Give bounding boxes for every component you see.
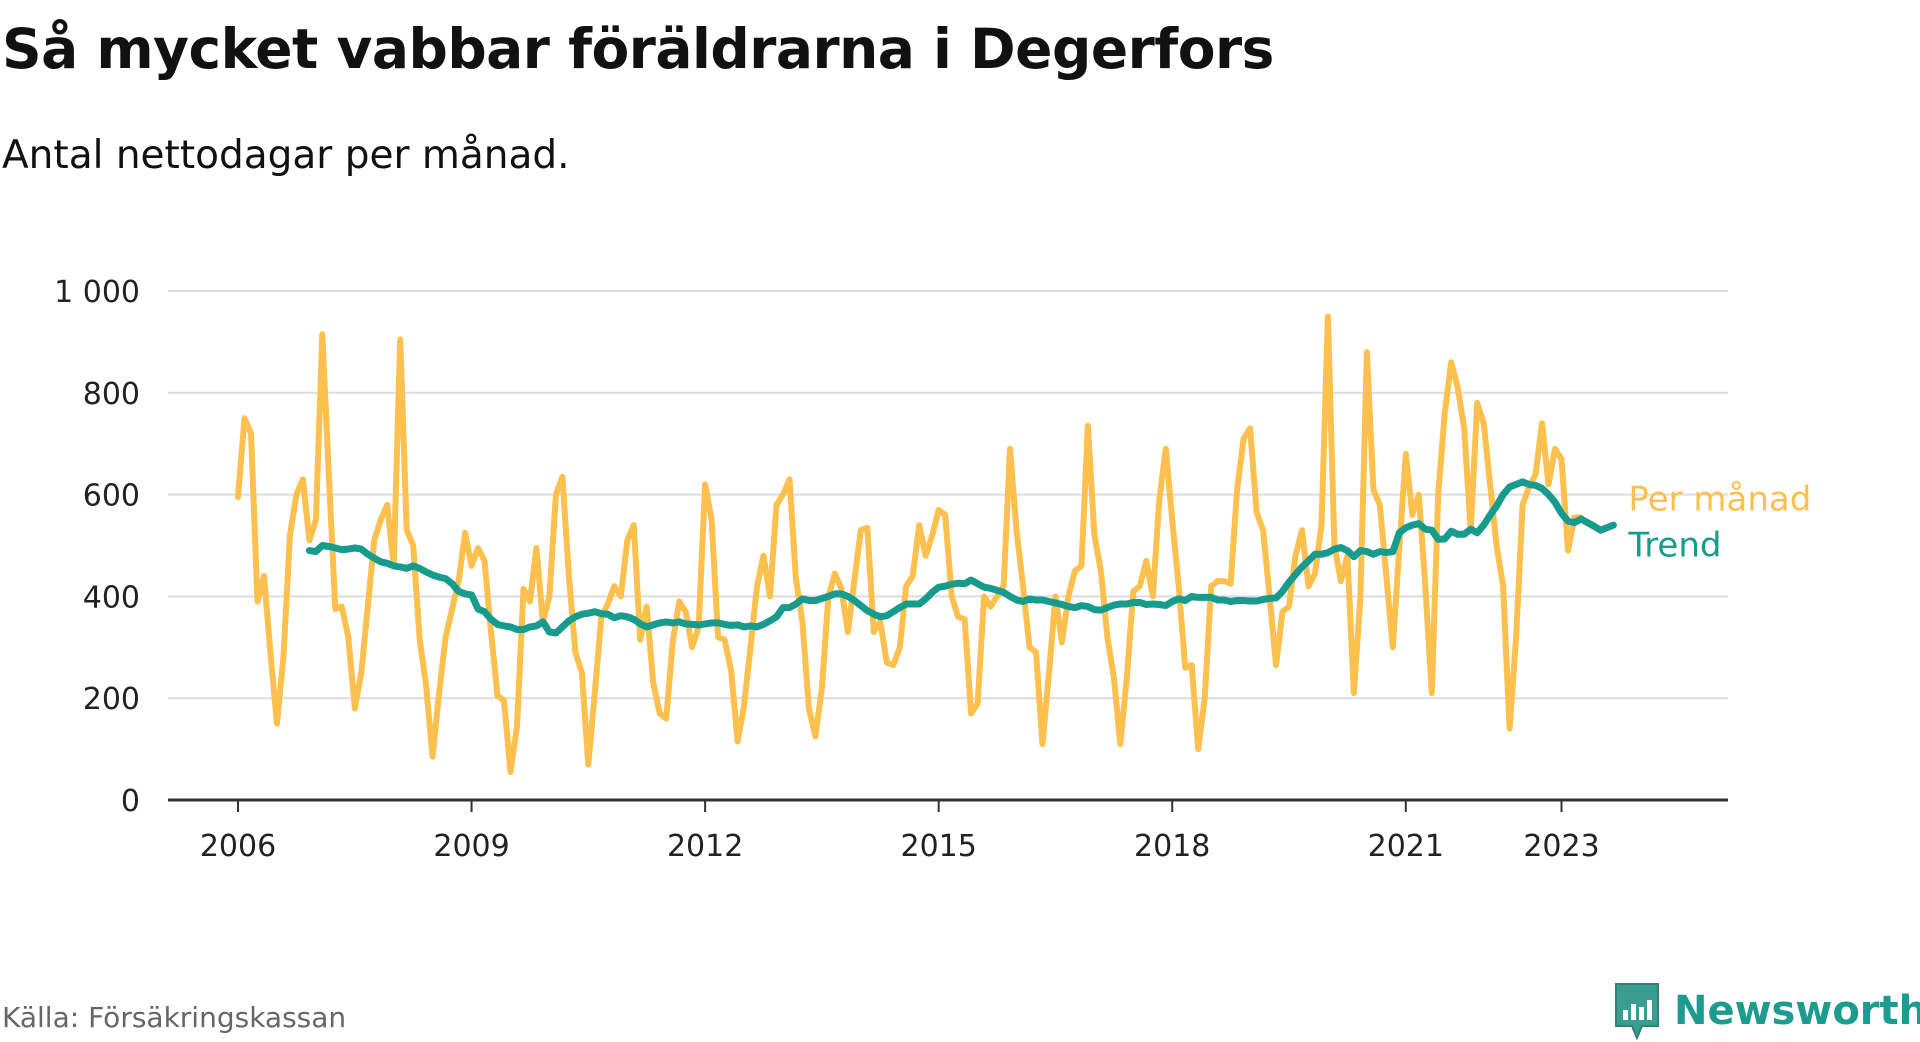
x-tick-label: 2023 (1523, 829, 1599, 864)
trend-series-line (305, 478, 1617, 637)
x-tick-label: 2018 (1134, 829, 1210, 864)
y-tick-label: 800 (83, 377, 140, 412)
chart-subtitle: Antal nettodagar per månad. (2, 133, 570, 178)
y-tick-label: 600 (83, 479, 140, 514)
y-tick-label: 200 (83, 682, 140, 717)
x-tick-label: 2009 (433, 829, 509, 864)
source-note: Källa: Försäkringskassan (2, 1001, 347, 1034)
series-lines (235, 313, 1617, 775)
newsworthy-logo-icon (1615, 983, 1659, 1041)
brand-logo[interactable]: Newsworthy (1612, 980, 1920, 1042)
y-axis-tick-labels: 0 200 400 600 800 1 000 (54, 275, 140, 819)
x-tick-label: 2021 (1368, 829, 1444, 864)
chart-title: Så mycket vabbar föräldrarna i Degerfors (2, 17, 1274, 81)
x-tick-label: 2012 (667, 829, 743, 864)
y-tick-label: 1 000 (54, 275, 140, 310)
x-tick-label: 2006 (200, 829, 276, 864)
x-axis: 2006 2009 2012 2015 2018 2021 2023 (168, 798, 1728, 864)
y-tick-label: 400 (83, 580, 140, 615)
series-labels: Per månad Trend (1627, 480, 1811, 566)
series-label-per-manad: Per månad (1628, 480, 1811, 520)
series-label-trend: Trend (1627, 526, 1721, 566)
x-tick-label: 2015 (901, 829, 977, 864)
monthly-series-line (235, 313, 1584, 775)
y-tick-label: 0 (121, 784, 140, 819)
brand-name: Newsworthy (1674, 988, 1920, 1034)
